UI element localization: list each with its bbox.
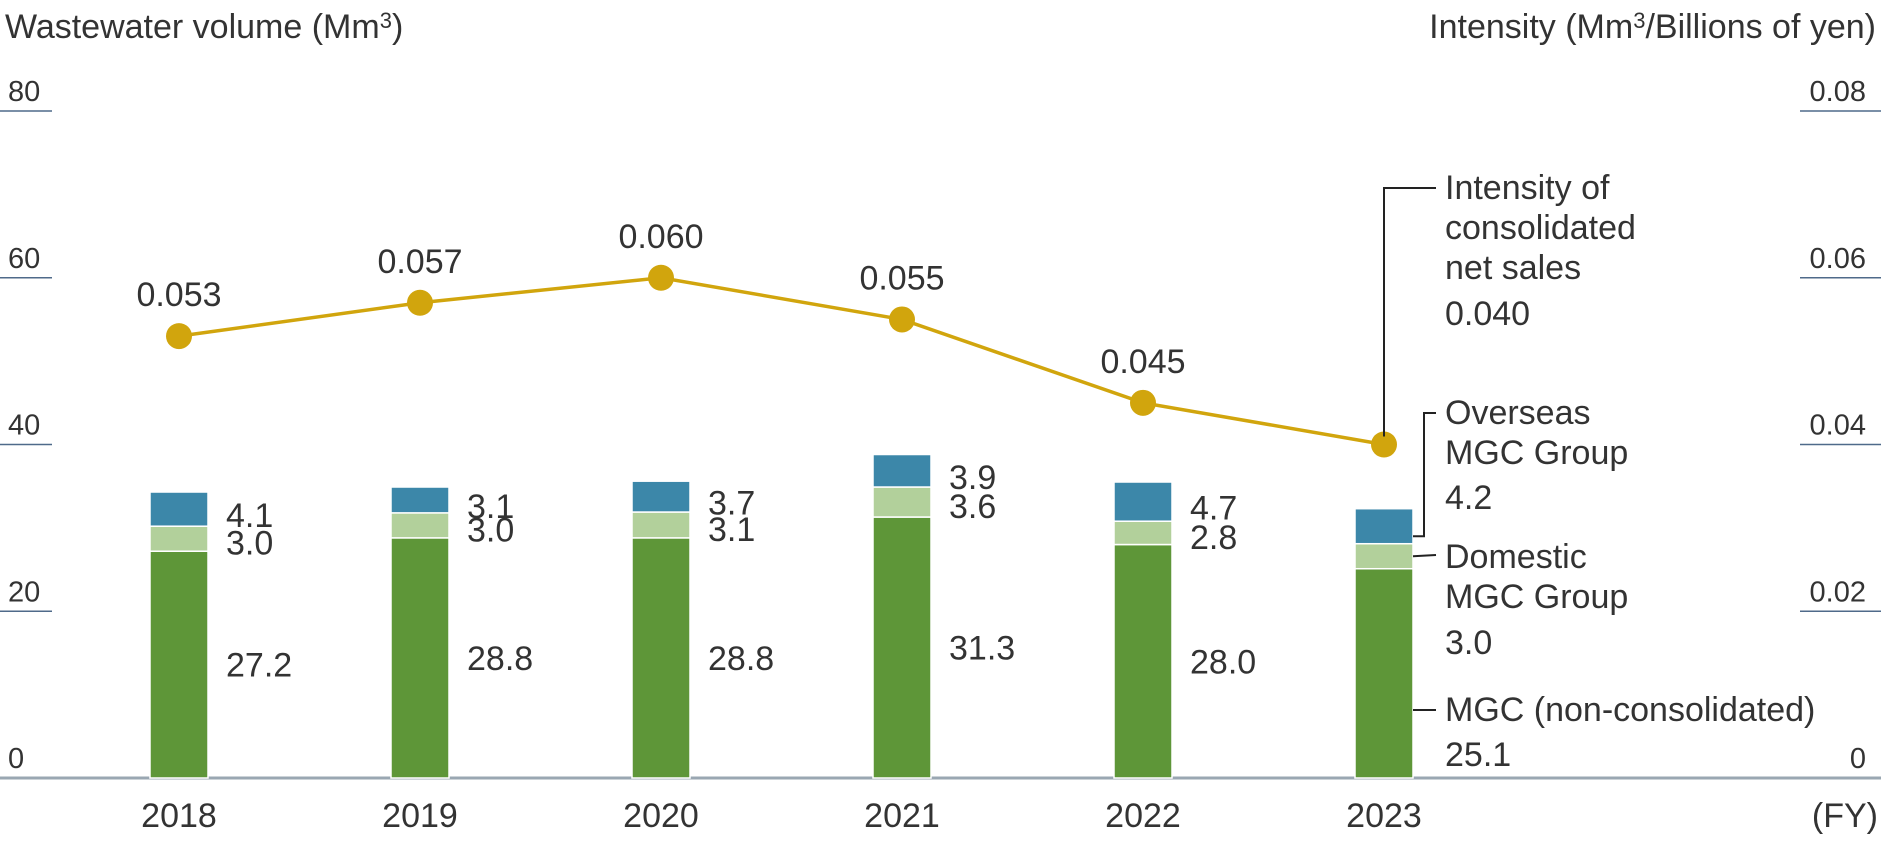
value-label-intensity: 0.053 [136, 276, 221, 314]
x-unit-label: (FY) [1812, 797, 1878, 835]
legend-overseas-label: MGC Group [1445, 434, 1628, 472]
left-tick-label: 60 [8, 243, 40, 275]
value-label-intensity: 0.060 [618, 218, 703, 256]
value-label-domestic-mgc-group: 3.6 [949, 488, 996, 526]
x-tick-label: 2018 [141, 797, 217, 835]
x-tick-label: 2022 [1105, 797, 1181, 835]
leader-line-intensity [1383, 187, 1436, 437]
value-label-intensity: 0.057 [377, 243, 462, 281]
legend-overseas-value: 4.2 [1445, 479, 1492, 517]
bar-overseas-mgc-group [1354, 507, 1414, 545]
bar-domestic-mgc-group [1113, 520, 1173, 546]
value-label-overseas-mgc-group: 3.9 [949, 459, 996, 497]
leader-line-domestic [1412, 554, 1437, 558]
left-tick-label: 40 [8, 410, 40, 442]
left-tick-label: 80 [8, 76, 40, 108]
legend-overseas-label: Overseas [1445, 394, 1591, 432]
value-label-intensity: 0.045 [1100, 343, 1185, 381]
value-label-mgc-non-consolidated: 31.3 [949, 630, 1015, 668]
value-label-overseas-mgc-group: 3.7 [708, 485, 755, 523]
legend-intensity-label: consolidated [1445, 209, 1636, 247]
bar-overseas-mgc-group [1113, 481, 1173, 522]
legend-domestic-value: 3.0 [1445, 624, 1492, 662]
bar-domestic-mgc-group [631, 511, 691, 539]
right-tick-label: 0.04 [1810, 410, 1866, 442]
value-label-domestic-mgc-group: 2.8 [1190, 519, 1237, 557]
bar-overseas-mgc-group [872, 453, 932, 488]
intensity-point [889, 306, 915, 333]
bar-overseas-mgc-group [631, 480, 691, 513]
left-axis-title: Wastewater volume (Mm3) [5, 8, 403, 46]
intensity-point [166, 323, 192, 350]
value-label-intensity: 0.055 [859, 259, 944, 297]
bar-mgc-non-consolidated [1354, 567, 1414, 779]
bar-overseas-mgc-group [390, 486, 450, 514]
right-tick-label: 0.08 [1810, 76, 1866, 108]
bar-domestic-mgc-group [872, 486, 932, 518]
bar-domestic-mgc-group [1354, 542, 1414, 570]
bar-mgc-non-consolidated [872, 516, 932, 779]
value-label-domestic-mgc-group: 3.0 [467, 511, 514, 549]
value-label-overseas-mgc-group: 3.1 [467, 488, 514, 526]
value-label-mgc-non-consolidated: 28.0 [1190, 643, 1256, 681]
right-tick-label: 0 [1850, 743, 1866, 775]
intensity-point [648, 264, 674, 291]
legend-intensity-label: net sales [1445, 249, 1581, 287]
legend-domestic-label: Domestic [1445, 538, 1587, 576]
value-label-overseas-mgc-group: 4.7 [1190, 490, 1237, 528]
x-tick-label: 2019 [382, 797, 458, 835]
value-label-domestic-mgc-group: 3.0 [226, 525, 273, 563]
legend-intensity-value: 0.040 [1445, 295, 1530, 333]
x-tick-label: 2023 [1346, 797, 1422, 835]
legend-intensity-label: Intensity of [1445, 169, 1610, 207]
axes: 0 20 40 60 80 0 0.02 0.04 0.06 0.08 2018 2019 2020 20… [0, 76, 1881, 835]
intensity-point [1130, 389, 1156, 416]
bar-domestic-mgc-group [149, 525, 209, 552]
bar-mgc-non-consolidated [149, 550, 209, 779]
value-label-mgc-non-consolidated: 28.8 [467, 640, 533, 678]
bar-mgc-non-consolidated [1113, 543, 1173, 779]
leader-line-overseas [1413, 412, 1436, 538]
value-labels: 27.23.04.128.83.03.128.83.13.731.33.63.9… [136, 218, 1256, 685]
legend-mgc-label: MGC (non-consolidated) [1445, 691, 1815, 729]
value-label-overseas-mgc-group: 4.1 [226, 497, 273, 535]
bar-domestic-mgc-group [390, 512, 450, 539]
bars [149, 453, 1414, 779]
intensity-line-layer [166, 264, 1397, 458]
legend-domestic-label: MGC Group [1445, 578, 1628, 616]
right-tick-label: 0.06 [1810, 243, 1866, 275]
value-label-mgc-non-consolidated: 27.2 [226, 647, 292, 685]
intensity-point [1371, 431, 1397, 458]
x-tick-label: 2021 [864, 797, 940, 835]
left-tick-label: 20 [8, 576, 40, 608]
left-tick-label: 0 [8, 743, 24, 775]
intensity-line [178, 275, 1385, 447]
right-tick-label: 0.02 [1810, 576, 1866, 608]
value-label-mgc-non-consolidated: 28.8 [708, 640, 774, 678]
x-tick-label: 2020 [623, 797, 699, 835]
right-axis-title: Intensity (Mm3/Billions of yen) [1429, 8, 1876, 46]
bar-mgc-non-consolidated [631, 537, 691, 779]
bar-overseas-mgc-group [149, 491, 209, 527]
value-label-domestic-mgc-group: 3.1 [708, 511, 755, 549]
bar-mgc-non-consolidated [390, 537, 450, 779]
intensity-point [407, 289, 433, 316]
legend-mgc-value: 25.1 [1445, 736, 1511, 774]
